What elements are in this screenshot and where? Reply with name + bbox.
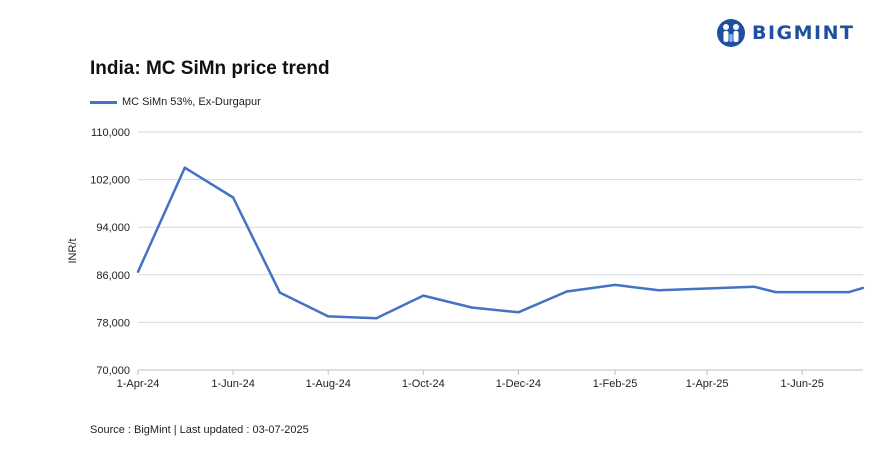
data-point — [565, 290, 568, 293]
y-tick-label: 102,000 — [90, 175, 130, 187]
bigmint-logo-text: BIGMINT — [752, 22, 855, 44]
data-point — [136, 270, 140, 274]
data-point — [847, 290, 851, 294]
legend-swatch — [90, 100, 117, 104]
chart-title: India: MC SiMn price trend — [90, 58, 330, 79]
data-point — [861, 286, 865, 290]
y-tick-label: 94,000 — [96, 222, 130, 234]
data-point — [470, 306, 473, 309]
x-tick-label: 1-Dec-24 — [496, 378, 541, 390]
data-point — [183, 166, 186, 169]
x-tick-label: 1-Apr-24 — [117, 378, 160, 390]
data-point — [705, 287, 709, 290]
legend-label: MC SiMn 53%, Ex-Durgapur — [122, 96, 261, 108]
data-point — [800, 290, 804, 294]
y-tick-label: 78,000 — [96, 317, 130, 329]
chart-legend: MC SiMn 53%, Ex-Durgapur — [90, 96, 261, 108]
data-point — [752, 285, 756, 288]
x-axis-ticks: 1-Apr-24 1-Jun-24 1-Aug-24 1-Oct-24 1-Dec-24… — [117, 370, 824, 390]
y-tick-label: 86,000 — [96, 270, 130, 282]
series-line — [136, 166, 864, 320]
data-point — [774, 290, 777, 294]
x-tick-label: 1-Jun-24 — [211, 378, 254, 390]
y-axis-label: INR/t — [67, 238, 79, 263]
data-point — [327, 315, 330, 318]
bigmint-logo-icon — [717, 19, 745, 47]
y-tick-label: 110,000 — [91, 127, 130, 139]
y-axis-ticks: 70,000 78,000 86,000 94,000 102,000 110,000 — [90, 127, 130, 377]
chart-gridlines — [138, 131, 863, 371]
x-tick-label: 1-Feb-25 — [593, 378, 638, 390]
bigmint-logo: BIGMINT — [716, 15, 855, 51]
data-point — [613, 283, 617, 287]
source-note: Source : BigMint | Last updated : 03-07-… — [90, 424, 309, 436]
x-tick-label: 1-Oct-24 — [402, 378, 445, 390]
data-point — [231, 196, 235, 199]
data-point — [517, 311, 520, 314]
x-tick-label: 1-Apr-25 — [686, 378, 729, 390]
data-point — [422, 294, 425, 297]
x-tick-label: 1-Jun-25 — [780, 378, 823, 390]
y-tick-label: 70,000 — [96, 365, 130, 377]
x-tick-label: 1-Aug-24 — [306, 378, 351, 390]
data-point — [278, 291, 282, 294]
data-point — [375, 317, 378, 320]
series-points — [136, 166, 865, 320]
data-point — [657, 289, 660, 292]
